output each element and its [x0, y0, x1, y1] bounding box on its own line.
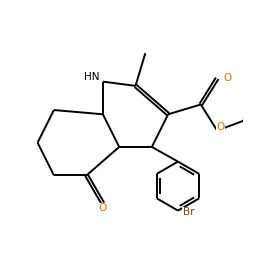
Text: O: O [216, 122, 224, 132]
Text: O: O [224, 73, 232, 83]
Text: O: O [99, 203, 107, 213]
Text: HN: HN [84, 72, 100, 82]
Text: Br: Br [183, 207, 194, 217]
